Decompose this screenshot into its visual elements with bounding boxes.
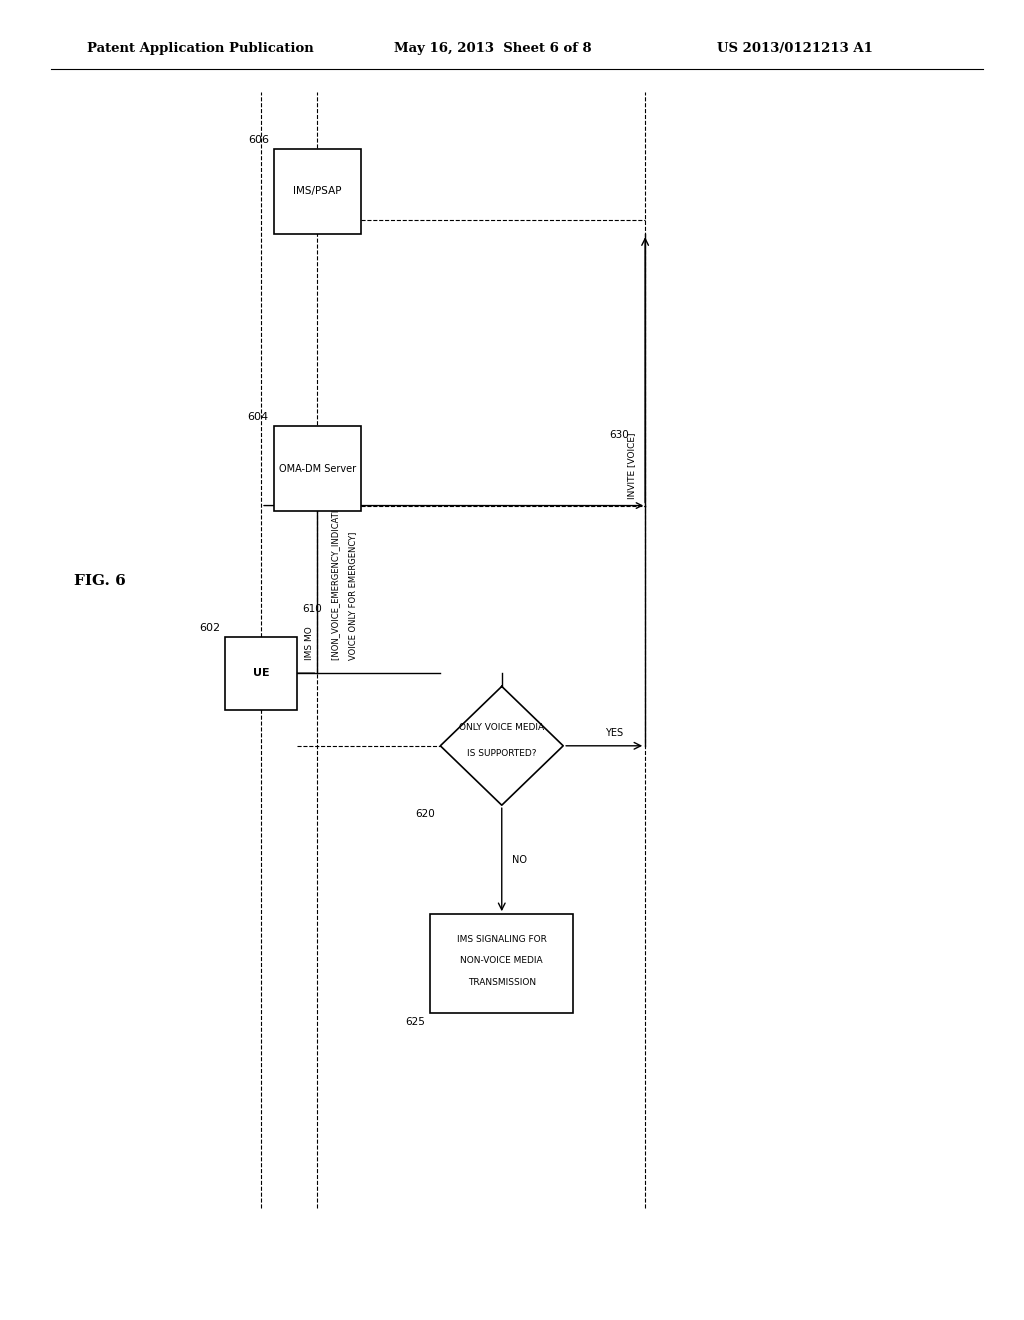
FancyBboxPatch shape (274, 425, 361, 511)
Text: OMA-DM Server: OMA-DM Server (279, 463, 356, 474)
Text: 604: 604 (248, 412, 268, 422)
Text: NON-VOICE MEDIA: NON-VOICE MEDIA (461, 957, 543, 965)
Text: ONLY VOICE MEDIA: ONLY VOICE MEDIA (459, 723, 545, 731)
Text: NO: NO (512, 854, 527, 865)
Text: Patent Application Publication: Patent Application Publication (87, 42, 313, 55)
Text: IMS MO: IMS MO (305, 626, 314, 660)
Text: IMS/PSAP: IMS/PSAP (293, 186, 342, 197)
Text: YES: YES (605, 727, 624, 738)
Text: 602: 602 (199, 623, 220, 634)
Text: US 2013/0121213 A1: US 2013/0121213 A1 (717, 42, 872, 55)
Text: May 16, 2013  Sheet 6 of 8: May 16, 2013 Sheet 6 of 8 (394, 42, 592, 55)
FancyBboxPatch shape (225, 638, 297, 710)
Text: 625: 625 (406, 1016, 425, 1027)
Text: INVITE [VOICE]: INVITE [VOICE] (628, 433, 636, 499)
Text: 630: 630 (609, 429, 630, 440)
Text: UE: UE (253, 668, 269, 678)
Text: VOICE ONLY FOR EMERGENCY]: VOICE ONLY FOR EMERGENCY] (348, 532, 357, 660)
Text: IS SUPPORTED?: IS SUPPORTED? (467, 750, 537, 758)
Text: 620: 620 (416, 809, 435, 820)
Text: 610: 610 (302, 603, 323, 614)
Text: IMS SIGNALING FOR: IMS SIGNALING FOR (457, 936, 547, 944)
FancyBboxPatch shape (430, 913, 573, 1014)
Text: TRANSMISSION: TRANSMISSION (468, 978, 536, 986)
FancyBboxPatch shape (274, 149, 361, 235)
Text: [NON_VOICE_EMERGENCY_INDICATION OR: [NON_VOICE_EMERGENCY_INDICATION OR (331, 482, 340, 660)
Text: 606: 606 (248, 135, 268, 144)
Text: FIG. 6: FIG. 6 (74, 574, 126, 587)
